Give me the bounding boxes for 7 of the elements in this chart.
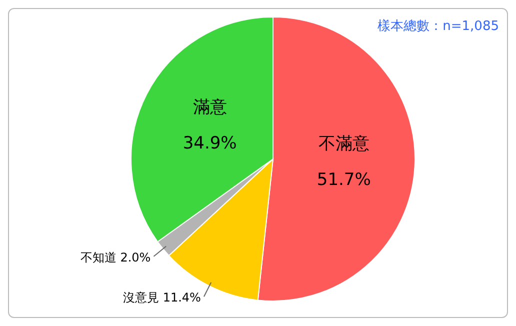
data-label: 51.7% xyxy=(316,170,371,190)
slice-label: 沒意見 11.4% xyxy=(123,290,201,305)
slice-label: 不知道 2.0% xyxy=(80,250,151,264)
slice-label: 滿意 xyxy=(192,98,227,118)
text: 樣本總數：n=1,085 xyxy=(378,18,499,35)
slice-label: 不滿意 xyxy=(318,134,370,154)
data-label: 34.9% xyxy=(182,134,237,154)
